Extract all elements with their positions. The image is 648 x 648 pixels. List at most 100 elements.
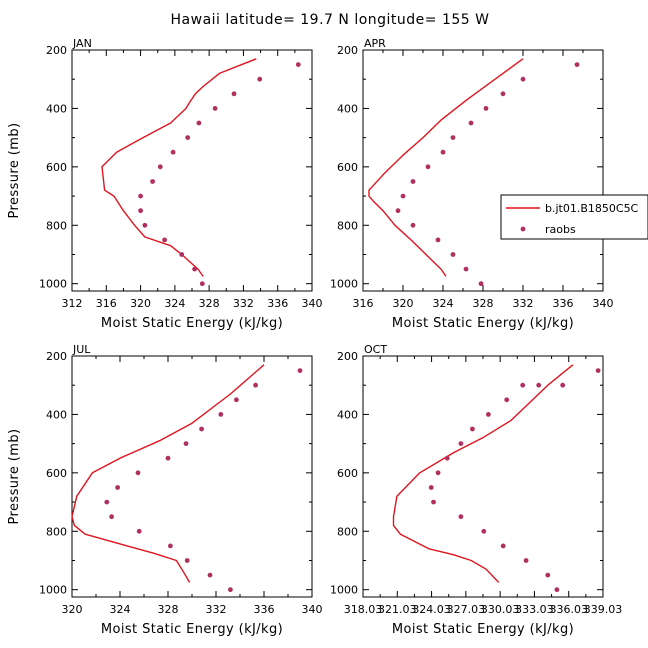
y-tick-label: 400: [337, 102, 358, 115]
x-tick-label: 330.03: [481, 603, 520, 616]
series-point: [192, 266, 198, 272]
series-point: [162, 237, 168, 243]
series-point: [410, 222, 416, 228]
series-point: [400, 193, 406, 199]
series-point: [257, 76, 263, 82]
y-tick-label: 800: [46, 525, 67, 538]
panel-jul: JUL 320 324 328 332 336 340 200 400 600 800 1000 Moi…: [7, 343, 323, 637]
series-point: [468, 120, 474, 126]
x-tick-label: 312: [62, 297, 83, 310]
series-point: [142, 222, 148, 228]
series-point: [425, 164, 431, 170]
series-point: [150, 179, 156, 184]
y-axis-label: Pressure (mb): [7, 123, 22, 219]
x-tick-label: 316: [96, 297, 117, 310]
series-point: [253, 382, 258, 388]
y-tick-label: 800: [337, 219, 358, 232]
y-tick-label: 800: [337, 525, 358, 538]
x-tick-label: 332: [233, 297, 254, 310]
series-point: [157, 164, 163, 170]
x-tick-label: 336: [267, 297, 288, 310]
series-point: [135, 470, 141, 476]
series-point: [234, 397, 239, 403]
x-tick-label: 328: [158, 603, 179, 616]
legend-box: [500, 194, 648, 240]
series-point: [207, 572, 213, 578]
y-tick-label: 600: [46, 161, 67, 174]
series-point: [170, 149, 176, 155]
x-axis-label: Moist Static Energy (kJ/kg): [392, 622, 574, 637]
series-point: [500, 91, 506, 97]
series-point: [554, 587, 560, 593]
y-tick-label: 1000: [330, 584, 358, 597]
series-point: [297, 368, 303, 373]
series-point: [138, 208, 144, 214]
x-axis-label: Moist Static Energy (kJ/kg): [101, 316, 283, 331]
series-point: [183, 441, 189, 446]
series-point: [136, 528, 142, 534]
x-tick-label: 332: [206, 603, 227, 616]
series-point: [185, 135, 191, 141]
series-point: [463, 266, 469, 272]
series-point: [481, 528, 487, 534]
series-point: [486, 412, 491, 417]
series-point: [168, 543, 173, 549]
series-point: [231, 91, 237, 97]
y-tick-label: 200: [337, 350, 358, 363]
series-point: [104, 499, 110, 505]
series-point: [435, 470, 441, 476]
series-point: [165, 455, 171, 461]
x-tick-label: 328: [199, 297, 220, 310]
series-point: [109, 514, 114, 520]
x-tick-label: 340: [302, 297, 323, 310]
series-point: [440, 149, 446, 155]
series-point: [199, 281, 205, 287]
x-axis-label: Moist Static Energy (kJ/kg): [392, 316, 574, 331]
series-point: [228, 587, 233, 593]
y-axis-label: Pressure (mb): [7, 429, 22, 525]
x-tick-label: 320: [62, 603, 83, 616]
series-point: [470, 426, 475, 432]
legend-marker-label: raobs: [545, 223, 576, 236]
x-tick-label: 316: [353, 297, 374, 310]
series-point: [504, 397, 510, 403]
series-line: [71, 364, 265, 583]
series-point: [115, 485, 120, 490]
legend: b.jt01.B1850C5C raobs: [500, 194, 648, 240]
series-point: [536, 382, 542, 388]
plot-frame: [362, 355, 604, 598]
panel-label: APR: [364, 37, 386, 50]
y-tick-label: 600: [337, 467, 358, 480]
x-tick-label: 321.03: [378, 603, 417, 616]
x-tick-label: 320: [130, 297, 151, 310]
series-point: [431, 499, 436, 505]
series-point: [212, 106, 218, 111]
panel-label: OCT: [364, 343, 387, 356]
x-tick-label: 324.03: [412, 603, 451, 616]
panel-jan: JAN 312 316 320 324 328 332 336 340 200 400 600 800 1…: [7, 37, 323, 331]
plot-frame: [362, 49, 604, 292]
series-point: [523, 558, 529, 563]
y-tick-label: 400: [46, 408, 67, 421]
panel-label: JAN: [72, 37, 92, 50]
series-point: [483, 106, 489, 111]
x-tick-label: 336.03: [549, 603, 588, 616]
series-point: [500, 543, 506, 549]
series-point: [520, 76, 526, 82]
y-tick-label: 200: [337, 44, 358, 57]
y-tick-label: 600: [337, 161, 358, 174]
y-tick-label: 200: [46, 350, 67, 363]
series-point: [545, 572, 551, 578]
series-point: [199, 426, 205, 432]
x-tick-label: 333.03: [515, 603, 554, 616]
series-point: [295, 62, 301, 67]
legend-marker-swatch: [520, 226, 526, 232]
x-tick-label: 327.03: [447, 603, 486, 616]
series-point: [196, 120, 202, 126]
series-line: [392, 364, 574, 583]
x-tick-label: 324: [433, 297, 454, 310]
x-tick-label: 336: [254, 603, 275, 616]
x-tick-label: 332: [513, 297, 534, 310]
y-tick-label: 400: [337, 408, 358, 421]
series-point: [395, 208, 401, 214]
